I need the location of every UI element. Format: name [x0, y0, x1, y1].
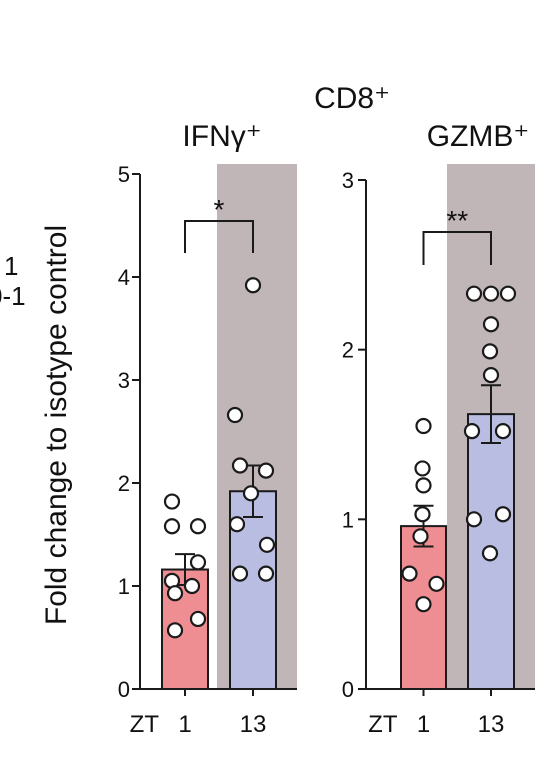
y-tick-label: 2 — [118, 471, 130, 496]
chart-panels: IFNγ⁺ 0 1 2 3 4 5 1 13 ZT * GZMB⁺ 0 1 2 3 1 13 ZT ** — [118, 120, 535, 738]
chart-title: GZMB⁺ — [427, 120, 530, 153]
data-point — [189, 610, 207, 628]
data-point — [494, 423, 512, 440]
significance-marker: * — [214, 194, 225, 225]
significance-marker: ** — [446, 205, 468, 236]
data-point — [414, 460, 431, 477]
data-point — [166, 585, 184, 602]
data-point — [415, 417, 432, 435]
y-tick-label: 3 — [118, 368, 130, 393]
y-axis-label: Fold change to isotype control — [40, 225, 73, 625]
data-point — [428, 575, 445, 592]
chart-panel: GZMB⁺ 0 1 2 3 1 13 ZT ** — [342, 120, 535, 738]
significance-bracket — [184, 220, 254, 253]
data-point — [244, 277, 262, 294]
data-point — [166, 622, 184, 639]
cropped-left-text-2: 0-1 — [0, 281, 26, 311]
data-point — [163, 493, 181, 510]
x-tick-label: 13 — [240, 711, 267, 738]
x-tick-label: 1 — [178, 711, 191, 738]
data-point — [231, 457, 249, 474]
cropped-left-text-1: 1 — [4, 251, 18, 281]
data-point — [482, 285, 500, 302]
data-point — [183, 577, 201, 595]
y-tick-label: 5 — [118, 162, 130, 187]
x-axis-prefix: ZT — [130, 711, 160, 738]
data-point — [481, 343, 499, 360]
data-point — [465, 285, 483, 302]
y-tick-label: 2 — [342, 338, 354, 363]
y-tick-label: 1 — [118, 574, 130, 599]
data-point — [189, 518, 207, 535]
data-point — [499, 285, 517, 302]
y-tick-label: 1 — [342, 507, 354, 532]
data-point — [242, 485, 260, 502]
data-point — [226, 406, 244, 424]
data-point — [231, 565, 249, 582]
y-tick-label: 3 — [342, 168, 354, 193]
data-point — [412, 528, 429, 545]
data-point — [463, 423, 481, 440]
data-point — [494, 506, 512, 523]
data-point — [415, 477, 432, 494]
data-point — [414, 506, 431, 523]
y-tick-label: 4 — [118, 265, 130, 290]
data-point — [257, 462, 275, 479]
data-point — [482, 367, 500, 384]
data-point — [228, 516, 246, 533]
x-axis-prefix: ZT — [368, 711, 398, 738]
data-point — [258, 536, 276, 553]
y-tick-label: 0 — [118, 677, 130, 702]
x-tick-label: 1 — [417, 711, 430, 738]
group-title: CD8⁺ — [314, 82, 390, 115]
data-point — [401, 565, 418, 582]
data-point — [465, 511, 483, 528]
x-tick-label: 13 — [478, 711, 505, 738]
data-point — [163, 518, 181, 535]
data-point — [482, 316, 500, 333]
y-tick-label: 0 — [342, 677, 354, 702]
data-point — [257, 565, 275, 582]
data-point — [481, 545, 499, 562]
data-point — [415, 596, 432, 613]
chart-title: IFNγ⁺ — [182, 120, 261, 153]
significance-bracket — [422, 231, 492, 265]
data-point — [189, 554, 207, 571]
chart-panel: IFNγ⁺ 0 1 2 3 4 5 1 13 ZT * — [118, 120, 297, 738]
